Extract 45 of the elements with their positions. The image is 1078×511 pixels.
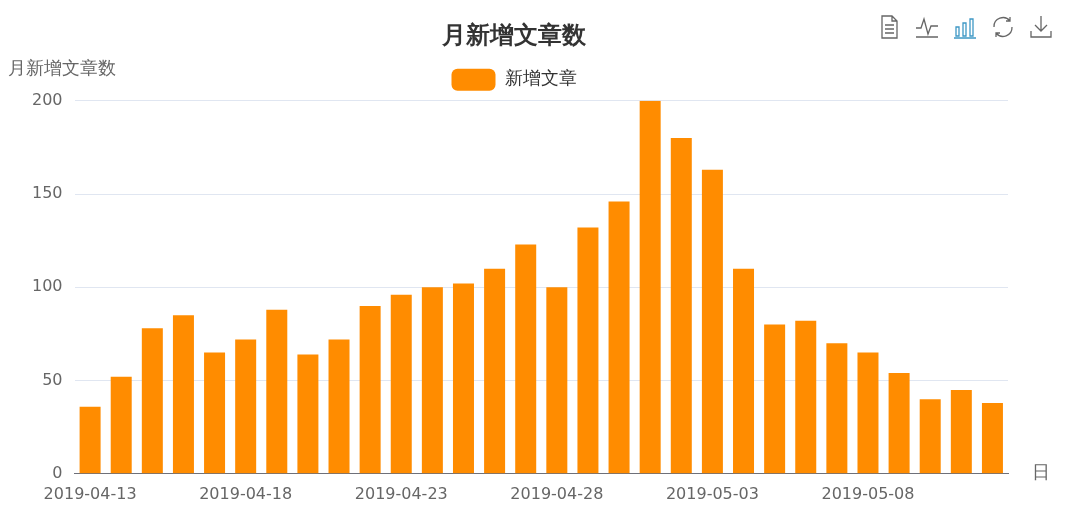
x-tick-label: 2019-04-28 [510,483,604,503]
bar [421,287,443,474]
bar [888,373,910,474]
y-tick-label: 100 [31,276,63,296]
bar [639,100,661,474]
bar [141,328,163,474]
bar [452,283,474,474]
bar [608,201,630,474]
x-tick-label: 2019-04-18 [199,483,293,503]
bar [826,343,848,474]
bar [795,320,817,474]
bar [701,169,723,474]
y-tick-label: 0 [52,462,63,482]
bar [733,268,755,474]
x-tick-label: 2019-04-23 [354,483,448,503]
x-tick-label: 2019-04-13 [43,483,137,503]
bar [546,287,568,474]
bar [172,315,194,474]
bar [266,309,288,474]
bar [950,389,972,474]
bar [110,376,132,474]
bar [857,352,879,474]
bar [577,227,599,474]
bar [981,402,1003,474]
y-tick-label: 150 [31,183,63,203]
bar [670,138,692,474]
bar [515,244,537,474]
bar [328,339,350,474]
bar [204,352,226,474]
bar [390,294,412,474]
y-axis-title: 月新增文章数 [8,57,116,79]
x-tick-label: 2019-05-08 [821,483,915,503]
bar [919,399,941,474]
y-tick-label: 200 [31,89,63,109]
bar [359,305,381,474]
x-tick-label: 2019-05-03 [665,483,759,503]
bar [297,354,319,474]
bar [484,268,506,474]
x-axis-title: 日 [1032,461,1050,483]
chart-title: 月新增文章数 [441,20,587,49]
y-tick-label: 50 [42,369,63,389]
bar [235,339,257,474]
bar [764,324,786,474]
legend-label: 新增文章 [504,67,577,89]
bar [79,406,101,474]
